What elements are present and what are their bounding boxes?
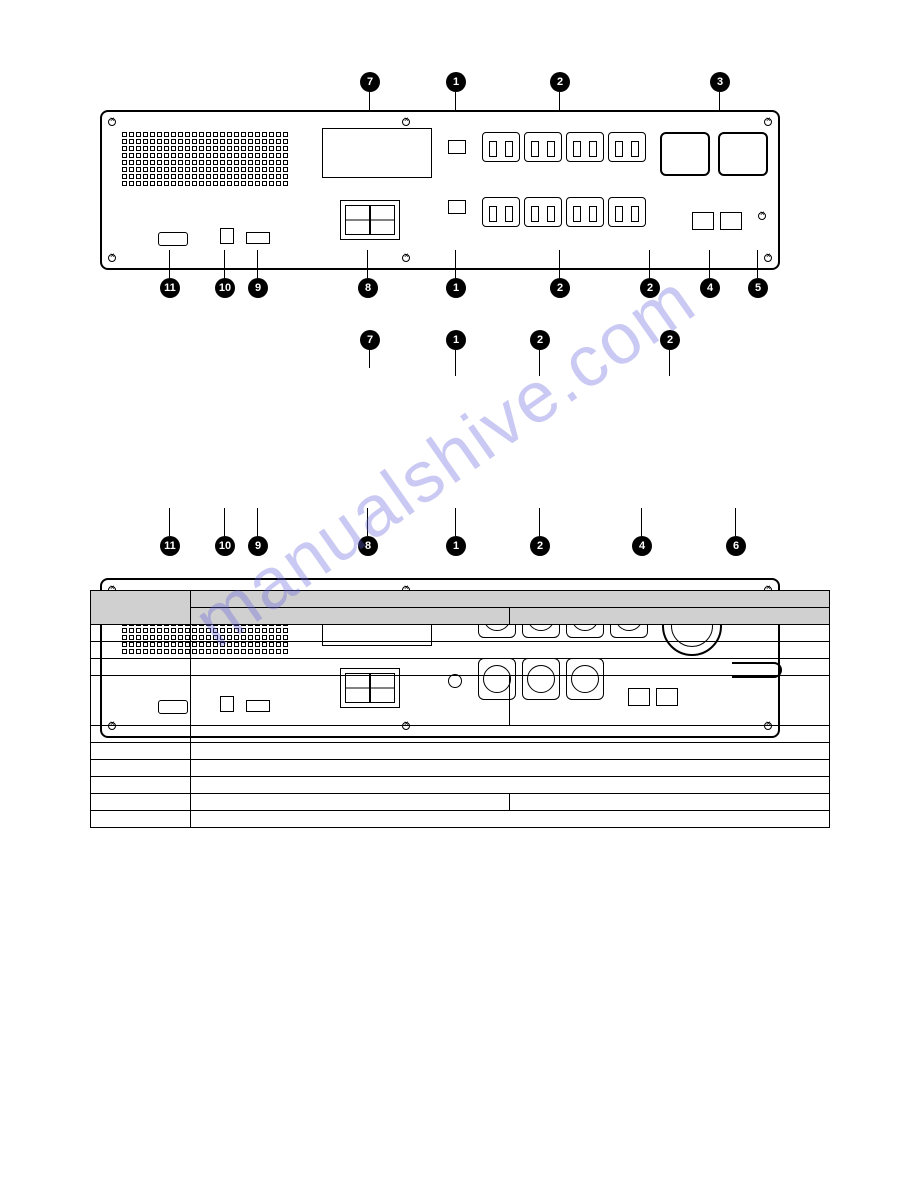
- callout-2f: 2: [530, 536, 550, 556]
- callout-7b: 7: [360, 330, 380, 350]
- leader-line: [224, 508, 225, 536]
- callout-6: 6: [726, 536, 746, 556]
- table-row: [91, 625, 830, 642]
- iec-outlet: [566, 132, 604, 162]
- screw: [402, 118, 410, 126]
- leader-line: [559, 250, 560, 278]
- screw: [108, 118, 116, 126]
- callout-1d: 1: [446, 536, 466, 556]
- leader-line: [169, 250, 170, 278]
- callout-7: 7: [360, 72, 380, 92]
- leader-line: [369, 350, 370, 368]
- callout-9b: 9: [248, 536, 268, 556]
- table-row: [91, 777, 830, 794]
- callout-4: 4: [700, 278, 720, 298]
- iec-outlet: [482, 197, 520, 227]
- screw: [764, 118, 772, 126]
- leader-line: [367, 250, 368, 278]
- callout-4b: 4: [632, 536, 652, 556]
- leader-line: [539, 508, 540, 536]
- leader-line: [669, 350, 670, 376]
- rj-port-in: [692, 212, 714, 230]
- screw: [108, 254, 116, 262]
- table-row: [91, 760, 830, 777]
- leader-line: [455, 508, 456, 536]
- callout-8: 8: [358, 278, 378, 298]
- callout-5: 5: [748, 278, 768, 298]
- callout-10b: 10: [215, 536, 235, 556]
- table-header-description: [190, 591, 829, 608]
- leader-line: [169, 508, 170, 536]
- leader-line: [367, 508, 368, 536]
- iec-outlet: [524, 132, 562, 162]
- table-row: [91, 743, 830, 760]
- callout-2d: 2: [530, 330, 550, 350]
- callout-11b: 11: [160, 536, 180, 556]
- leader-line: [455, 350, 456, 376]
- leader-line: [369, 92, 370, 110]
- table-body: [91, 625, 830, 828]
- table-row: [91, 726, 830, 743]
- usb-port: [220, 228, 234, 244]
- screw: [402, 254, 410, 262]
- callout-10: 10: [215, 278, 235, 298]
- screw: [764, 254, 772, 262]
- table-row: [91, 811, 830, 828]
- snmp-slot: [322, 128, 432, 178]
- leader-line: [224, 250, 225, 278]
- callout-8b: 8: [358, 536, 378, 556]
- ground-screw: [758, 212, 766, 220]
- leader-line: [257, 250, 258, 278]
- callout-1c: 1: [446, 330, 466, 350]
- table-header-col1: [190, 608, 510, 625]
- input-connector: [718, 132, 768, 176]
- rj-port-out: [720, 212, 742, 230]
- output-breaker: [448, 140, 466, 154]
- rear-panel-diagram-1: [100, 110, 780, 270]
- serial-port: [158, 232, 188, 246]
- table-row: [91, 676, 830, 726]
- leader-line: [257, 508, 258, 536]
- callout-2c: 2: [640, 278, 660, 298]
- iec-outlet: [482, 132, 520, 162]
- table-header-col2: [510, 608, 830, 625]
- iec-outlet: [608, 132, 646, 162]
- callout-2e: 2: [660, 330, 680, 350]
- ventilation-grid: [122, 132, 288, 186]
- leader-line: [455, 250, 456, 278]
- circuit-breaker: [340, 200, 400, 240]
- callout-9: 9: [248, 278, 268, 298]
- callout-1: 1: [446, 72, 466, 92]
- leader-line: [649, 250, 650, 278]
- epo-connector: [246, 232, 270, 244]
- iec-outlet: [608, 197, 646, 227]
- legend-table: [90, 590, 830, 828]
- iec-outlet: [524, 197, 562, 227]
- iec-outlet: [566, 197, 604, 227]
- callout-11: 11: [160, 278, 180, 298]
- diagram-container: 7 1 2 3: [100, 80, 820, 500]
- leader-line: [641, 508, 642, 536]
- leader-line: [709, 250, 710, 278]
- callout-3: 3: [710, 72, 730, 92]
- callout-1b: 1: [446, 278, 466, 298]
- callout-2b: 2: [550, 278, 570, 298]
- callout-2: 2: [550, 72, 570, 92]
- table-row: [91, 794, 830, 811]
- leader-line: [735, 508, 736, 536]
- table-row: [91, 642, 830, 659]
- leader-line: [757, 250, 758, 278]
- output-breaker: [448, 200, 466, 214]
- table-row: [91, 659, 830, 676]
- table-header-number: [91, 591, 191, 625]
- c19-outlet: [660, 132, 710, 176]
- leader-line: [539, 350, 540, 376]
